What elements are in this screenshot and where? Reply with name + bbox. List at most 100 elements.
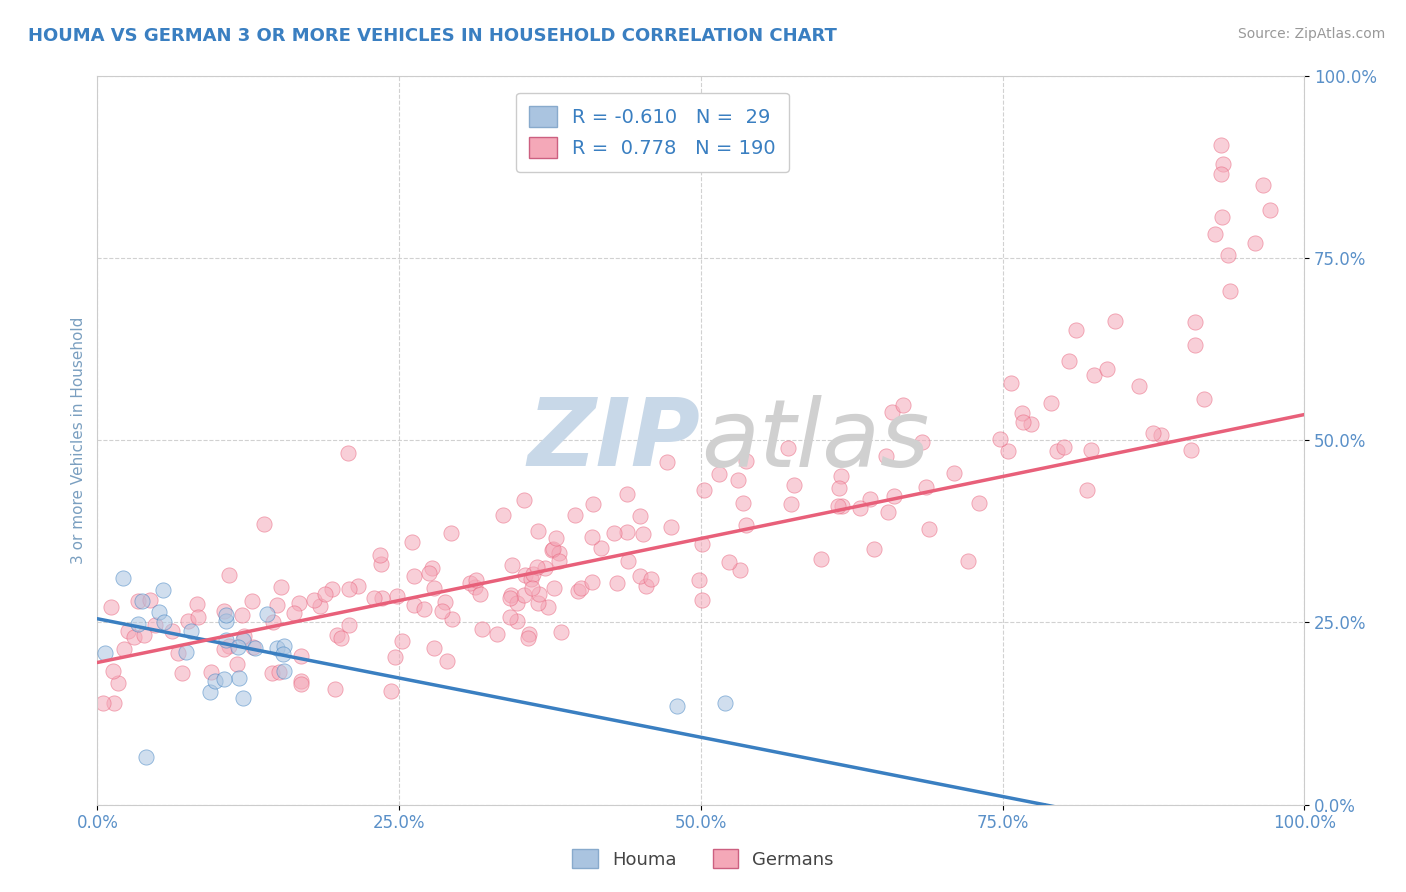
- Point: [1104, 314, 1126, 328]
- Point: [581, 530, 603, 544]
- Point: [692, 537, 714, 551]
- Point: [471, 622, 494, 636]
- Point: [1211, 137, 1233, 152]
- Point: [117, 624, 139, 639]
- Point: [465, 574, 488, 588]
- Point: [228, 671, 250, 685]
- Point: [499, 591, 522, 605]
- Point: [707, 467, 730, 482]
- Point: [252, 516, 274, 531]
- Point: [266, 640, 288, 655]
- Point: [1039, 396, 1062, 410]
- Point: [180, 624, 202, 639]
- Point: [337, 446, 360, 460]
- Point: [783, 478, 806, 492]
- Point: [290, 677, 312, 691]
- Point: [131, 593, 153, 607]
- Point: [212, 672, 235, 686]
- Point: [186, 597, 208, 611]
- Point: [875, 449, 897, 463]
- Point: [717, 555, 740, 569]
- Point: [1258, 203, 1281, 218]
- Point: [127, 593, 149, 607]
- Point: [883, 489, 905, 503]
- Point: [212, 604, 235, 618]
- Point: [337, 618, 360, 632]
- Point: [187, 609, 209, 624]
- Point: [1251, 178, 1274, 192]
- Point: [957, 554, 980, 568]
- Point: [321, 582, 343, 596]
- Point: [567, 584, 589, 599]
- Point: [506, 614, 529, 628]
- Point: [385, 590, 408, 604]
- Text: HOUMA VS GERMAN 3 OR MORE VEHICLES IN HOUSEHOLD CORRELATION CHART: HOUMA VS GERMAN 3 OR MORE VEHICLES IN HO…: [28, 27, 837, 45]
- Point: [330, 631, 353, 645]
- Point: [917, 521, 939, 535]
- Point: [271, 647, 294, 661]
- Point: [273, 664, 295, 678]
- Point: [422, 641, 444, 656]
- Point: [112, 571, 135, 585]
- Point: [730, 563, 752, 577]
- Point: [100, 600, 122, 615]
- Point: [200, 665, 222, 679]
- Point: [520, 581, 543, 595]
- Point: [492, 508, 515, 522]
- Point: [589, 541, 612, 555]
- Point: [139, 593, 162, 607]
- Point: [270, 580, 292, 594]
- Point: [288, 596, 311, 610]
- Point: [1011, 415, 1033, 429]
- Point: [501, 558, 523, 573]
- Point: [506, 595, 529, 609]
- Point: [1192, 392, 1215, 406]
- Point: [665, 699, 688, 714]
- Point: [231, 607, 253, 622]
- Point: [849, 501, 872, 516]
- Point: [731, 496, 754, 510]
- Point: [1218, 248, 1240, 262]
- Point: [776, 441, 799, 455]
- Point: [882, 405, 904, 419]
- Point: [1128, 379, 1150, 393]
- Point: [160, 624, 183, 639]
- Point: [266, 599, 288, 613]
- Text: atlas: atlas: [700, 394, 929, 485]
- Point: [517, 627, 540, 641]
- Point: [891, 398, 914, 412]
- Point: [215, 607, 238, 622]
- Point: [526, 560, 548, 574]
- Text: Source: ZipAtlas.com: Source: ZipAtlas.com: [1237, 27, 1385, 41]
- Point: [420, 561, 443, 575]
- Point: [631, 527, 654, 541]
- Point: [526, 596, 548, 610]
- Point: [172, 666, 194, 681]
- Point: [522, 566, 544, 581]
- Point: [283, 606, 305, 620]
- Point: [148, 605, 170, 619]
- Point: [370, 557, 392, 571]
- Point: [1243, 236, 1265, 251]
- Point: [543, 542, 565, 557]
- Point: [458, 576, 481, 591]
- Point: [876, 505, 898, 519]
- Point: [337, 582, 360, 596]
- Point: [166, 646, 188, 660]
- Point: [290, 673, 312, 688]
- Point: [262, 615, 284, 630]
- Point: [434, 594, 457, 608]
- Point: [363, 591, 385, 605]
- Point: [581, 574, 603, 589]
- Point: [464, 580, 486, 594]
- Point: [198, 685, 221, 699]
- Point: [735, 453, 758, 467]
- Point: [391, 634, 413, 648]
- Point: [267, 665, 290, 679]
- Point: [529, 587, 551, 601]
- Point: [1142, 426, 1164, 441]
- Point: [1083, 368, 1105, 383]
- Point: [1053, 440, 1076, 454]
- Point: [636, 579, 658, 593]
- Point: [432, 604, 454, 618]
